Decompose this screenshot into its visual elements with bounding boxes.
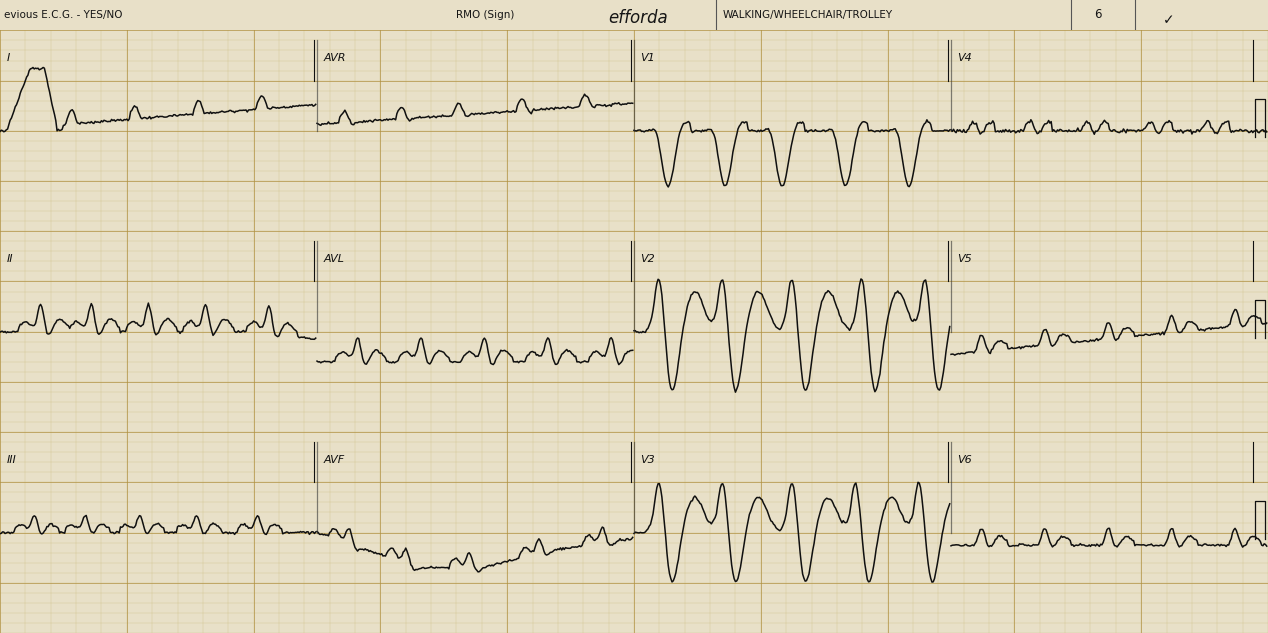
Text: II: II: [6, 254, 13, 264]
Text: WALKING/WHEELCHAIR/TROLLEY: WALKING/WHEELCHAIR/TROLLEY: [723, 9, 893, 20]
Text: AVF: AVF: [323, 454, 345, 465]
Text: V6: V6: [957, 454, 973, 465]
Text: I: I: [6, 53, 10, 63]
Text: ✓: ✓: [1163, 13, 1175, 27]
Text: V5: V5: [957, 254, 973, 264]
Text: V3: V3: [640, 454, 656, 465]
Text: AVL: AVL: [323, 254, 345, 264]
Text: evious E.C.G. - YES/NO: evious E.C.G. - YES/NO: [4, 9, 122, 20]
Text: 6: 6: [1094, 8, 1102, 21]
Text: V2: V2: [640, 254, 656, 264]
Text: III: III: [6, 454, 16, 465]
Text: AVR: AVR: [323, 53, 346, 63]
Text: efforda: efforda: [609, 9, 668, 27]
Text: V4: V4: [957, 53, 973, 63]
Text: RMO (Sign): RMO (Sign): [456, 9, 515, 20]
Text: V1: V1: [640, 53, 656, 63]
